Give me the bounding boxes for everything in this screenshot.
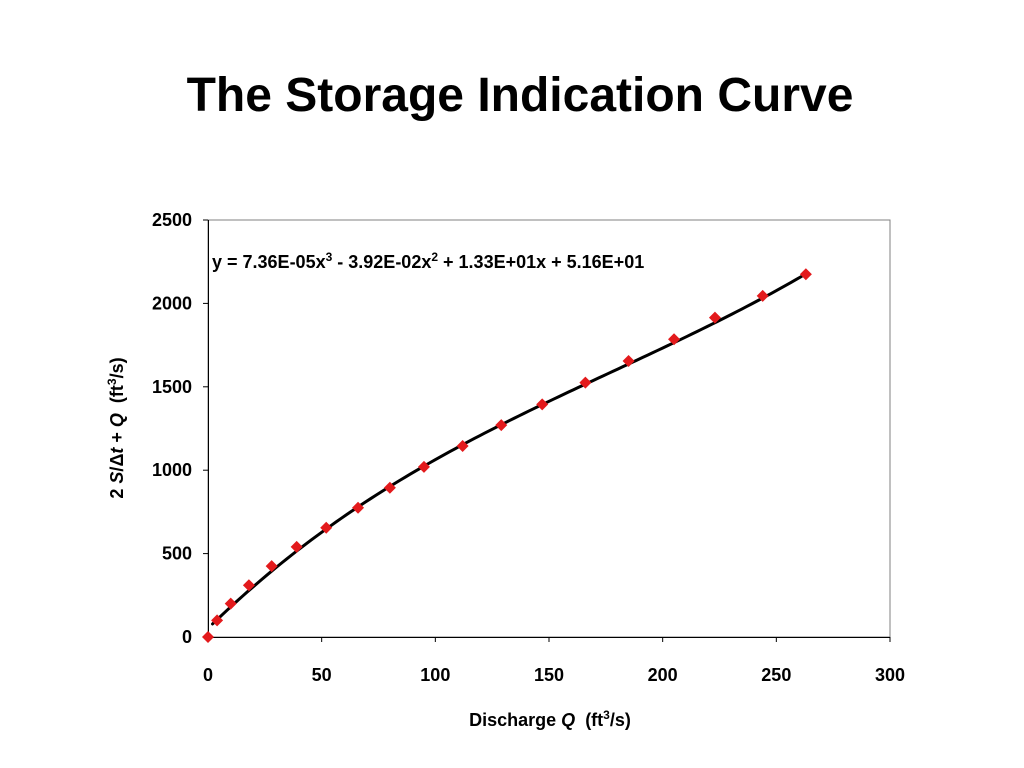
data-point-marker — [320, 521, 333, 534]
data-point-marker — [708, 311, 721, 324]
data-point-marker — [242, 579, 255, 592]
y-tick-label: 1000 — [152, 460, 192, 480]
data-point-marker — [211, 614, 224, 627]
data-point-marker — [290, 540, 303, 553]
x-tick-label: 250 — [761, 665, 791, 685]
x-axis-ticks: 0 50 100 150 200 250 300 — [203, 637, 905, 685]
data-point-marker — [265, 560, 278, 573]
x-axis-title: Discharge Q (ft3/s) — [469, 708, 631, 730]
data-point-marker — [417, 460, 430, 473]
data-point-marker — [756, 289, 769, 302]
y-tick-label: 1500 — [152, 377, 192, 397]
x-tick-label: 100 — [420, 665, 450, 685]
y-tick-label: 500 — [162, 544, 192, 564]
y-axis-ticks: 0 500 1000 1500 2000 2500 — [152, 210, 208, 647]
data-point-marker — [383, 481, 396, 494]
data-point-marker — [495, 419, 508, 432]
x-tick-label: 150 — [534, 665, 564, 685]
data-point-marker — [352, 501, 365, 514]
slide-title: The Storage Indication Curve — [186, 69, 854, 122]
x-tick-label: 300 — [875, 665, 905, 685]
y-axis-title: 2 S/Δt + Q (ft3/s) — [105, 357, 127, 498]
data-point-marker — [799, 268, 812, 281]
polynomial-trendline — [211, 272, 808, 626]
plot-area — [207, 219, 891, 638]
y-tick-label: 2500 — [152, 210, 192, 230]
data-point-marker — [456, 440, 469, 453]
data-point-marker — [202, 631, 214, 643]
x-tick-label: 50 — [312, 665, 332, 685]
data-point-marker — [622, 354, 635, 367]
x-tick-label: 200 — [648, 665, 678, 685]
data-point-marker — [668, 333, 681, 346]
y-tick-label: 0 — [182, 627, 192, 647]
data-point-marker — [579, 376, 592, 389]
y-tick-label: 2000 — [152, 293, 192, 313]
trendline-equation: y = 7.36E-05x3 - 3.92E-02x2 + 1.33E+01x … — [212, 250, 644, 272]
data-series-markers — [202, 268, 812, 643]
data-point-marker — [224, 597, 237, 610]
data-point-marker — [536, 398, 549, 411]
x-tick-label: 0 — [203, 665, 213, 685]
